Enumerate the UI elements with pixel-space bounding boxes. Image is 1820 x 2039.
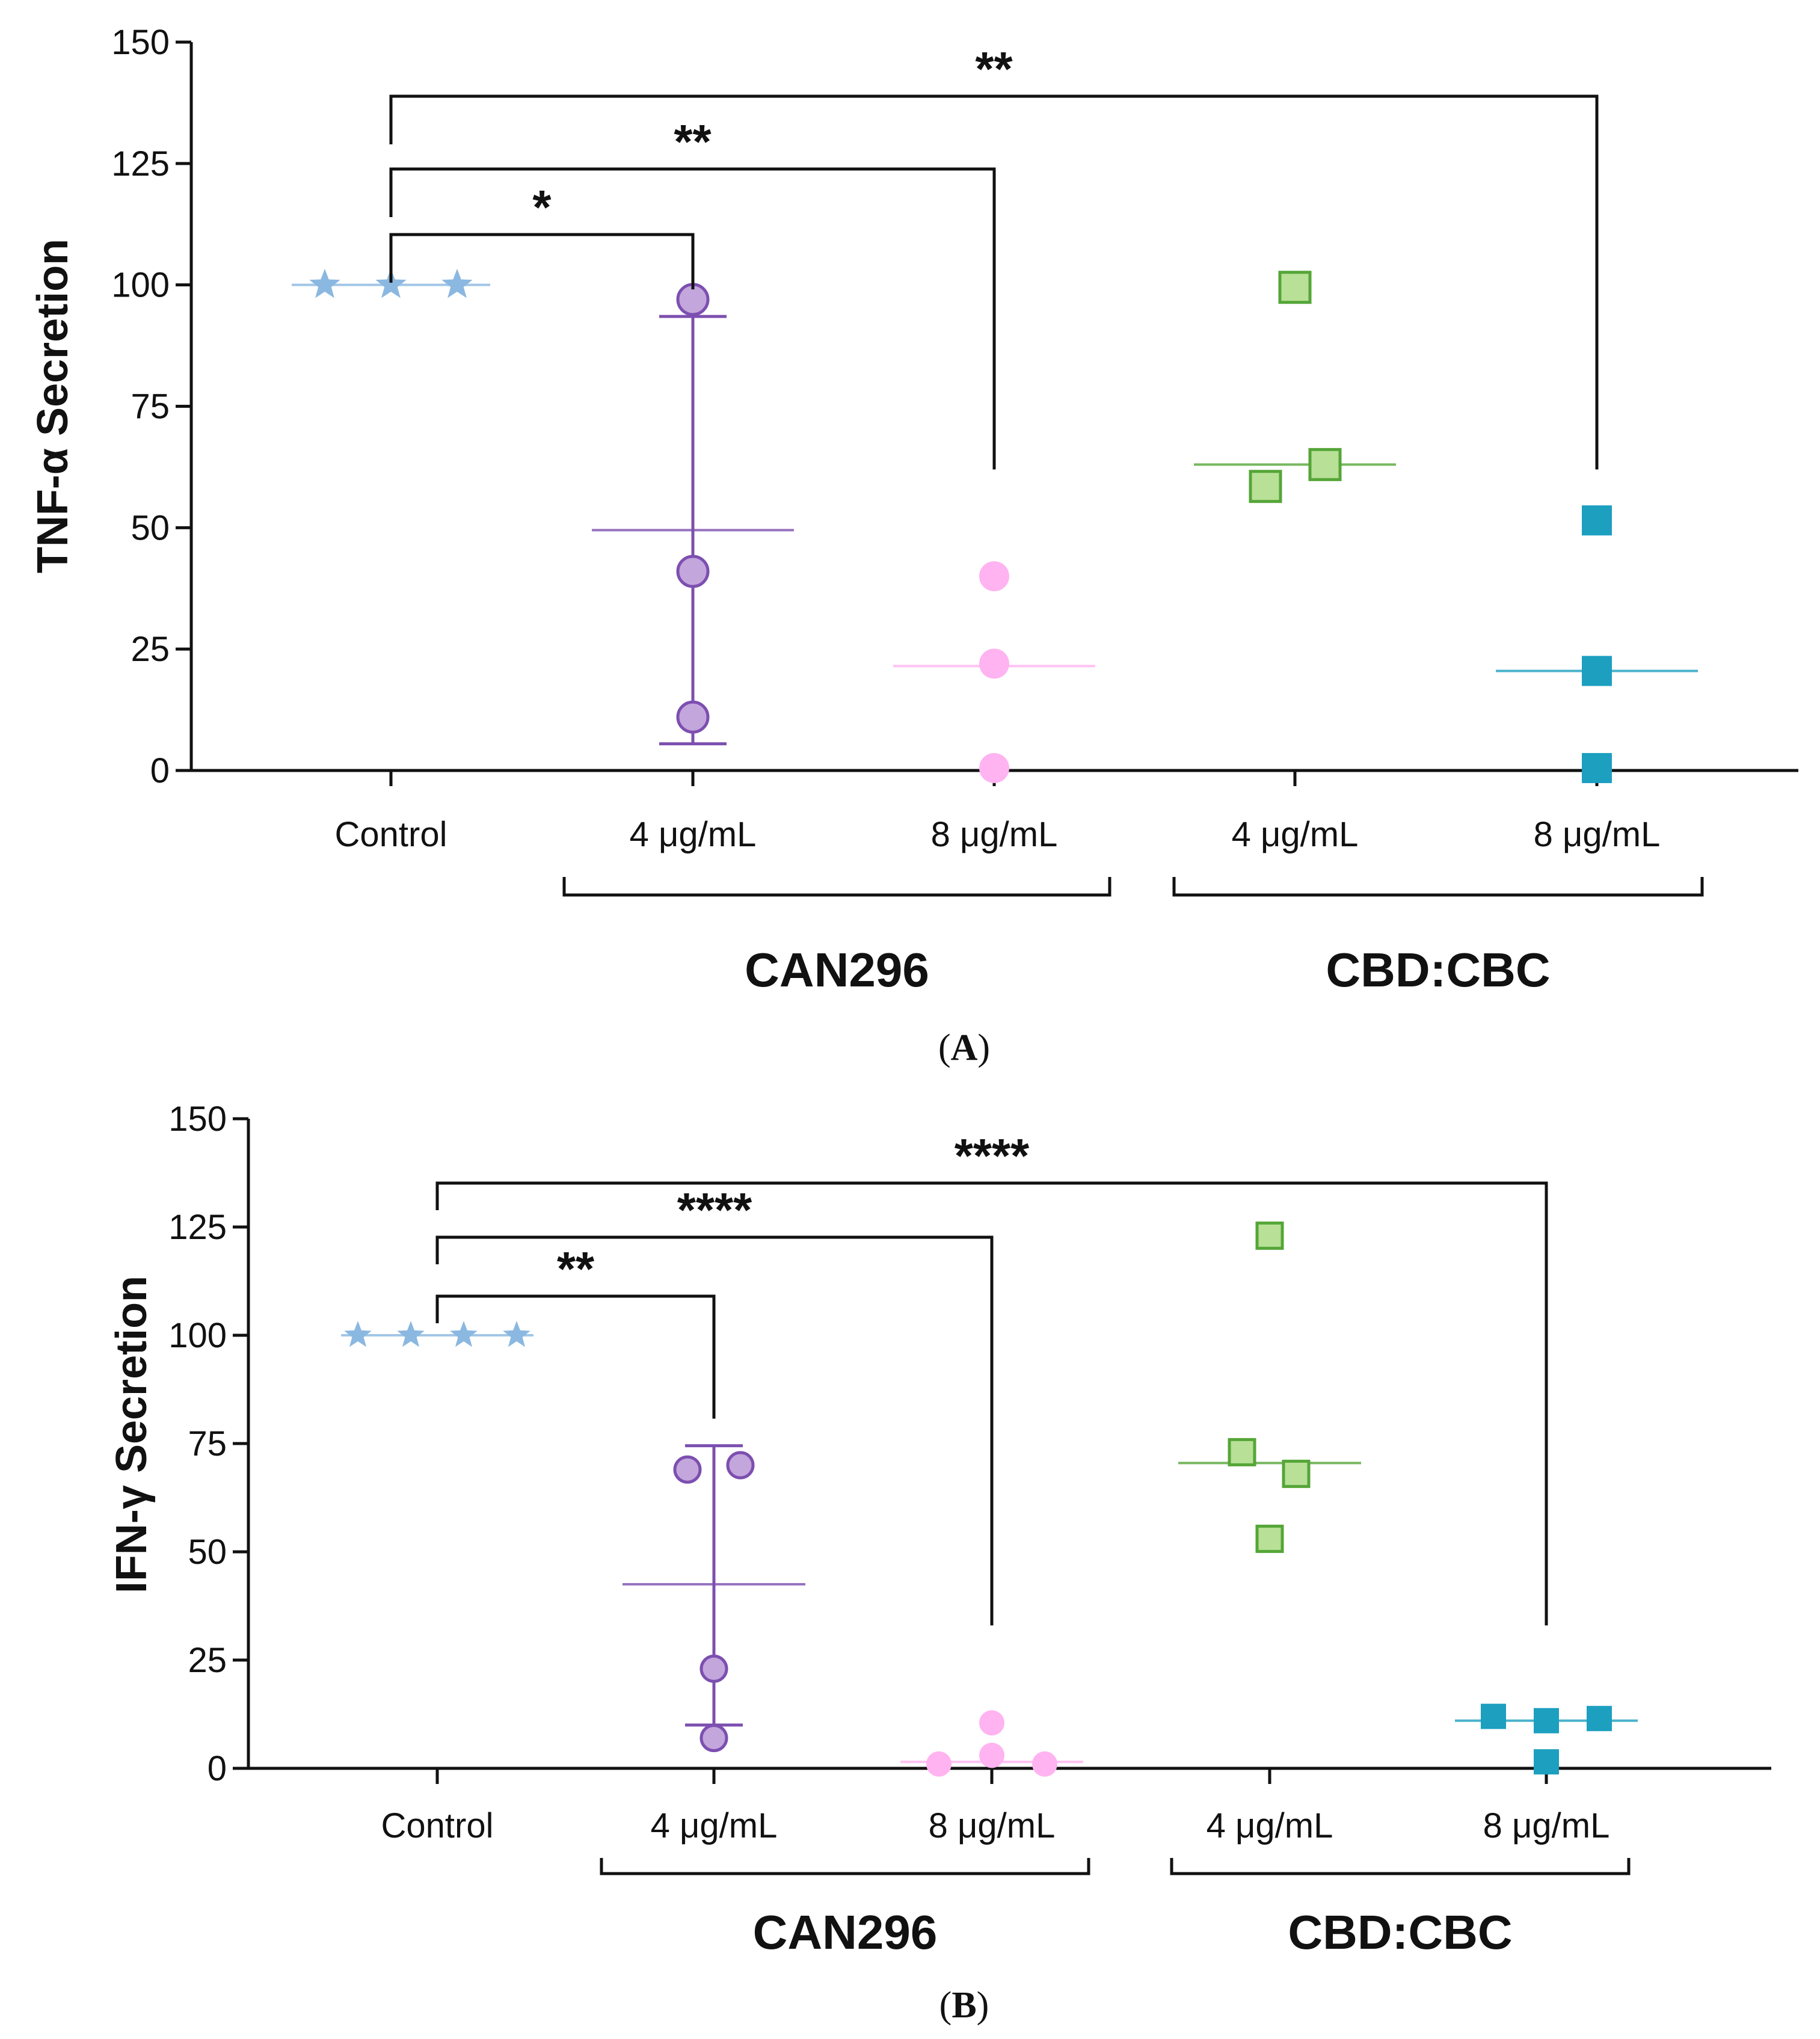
- panel-b-significance-brackets: **********: [435, 1129, 1548, 1626]
- panel-b-point-circle: [699, 1654, 728, 1683]
- panel-a-point-square: [1582, 656, 1612, 686]
- panel-b-point-circle: [979, 1710, 1004, 1736]
- panel-a-point-square: [1582, 752, 1612, 783]
- panel-a-x-tick-label: 4 μg/mL: [1232, 815, 1359, 854]
- panel-a-point-square: [1308, 447, 1342, 481]
- panel-b-y-tick-label: 100: [168, 1316, 227, 1355]
- panel-b-point-star: [344, 1321, 372, 1347]
- panel-b-x-ticks: Control 4 μg/mL 8 μg/mL 4 μg/mL 8 μg/mL: [381, 1768, 1610, 1845]
- panel-a-point-square: [1249, 470, 1282, 503]
- panel-b-significance-bracket: [435, 1181, 1548, 1626]
- panel-b-significance-label: ****: [677, 1183, 752, 1237]
- panel-b-letter: B: [952, 1985, 976, 2026]
- panel-b-point-square: [1587, 1706, 1612, 1732]
- panel-a-point-square: [1278, 271, 1312, 304]
- panel-b-significance-bracket: [435, 1294, 716, 1419]
- panel-a-y-tick-label: 25: [131, 630, 170, 669]
- panel-a-error-bars: [659, 315, 727, 746]
- panel-b-x-tick-label: 4 μg/mL: [651, 1806, 778, 1845]
- panel-a-x-tick-label: 8 μg/mL: [1534, 815, 1661, 854]
- panel-a-data-points: [309, 268, 1612, 783]
- panel-a-y-tick-label: 75: [131, 387, 170, 426]
- panel-b-point-square: [1282, 1459, 1311, 1488]
- panel-a-y-axis-label: TNF-α Secretion: [29, 239, 77, 573]
- panel-b-group-label: CBD:CBC: [1288, 1905, 1512, 1959]
- panel-b-point-square: [1534, 1749, 1559, 1775]
- panel-b-y-tick-label: 150: [168, 1099, 227, 1139]
- panel-b-point-square: [1255, 1524, 1284, 1553]
- panel-a-significance-bracket: [389, 233, 695, 290]
- panel-a-group-brackets: CAN296 CBD:CBC: [562, 877, 1704, 997]
- panel-a-significance-label: **: [975, 42, 1013, 96]
- panel-b-x-tick-label: 4 μg/mL: [1207, 1806, 1333, 1845]
- panel-b-point-star: [503, 1321, 530, 1347]
- panel-b-point-square: [1481, 1703, 1506, 1729]
- panel-a-group-bracket: [1172, 877, 1704, 897]
- panel-b-point-circle: [726, 1451, 755, 1480]
- panel-b-caption: (B): [939, 1985, 989, 2026]
- panel-b-group-brackets: CAN296 CBD:CBC: [600, 1858, 1631, 1959]
- panel-a-point-star: [375, 268, 407, 298]
- panel-a-significance-label: *: [532, 180, 552, 234]
- panel-b-group-bracket: [600, 1858, 1090, 1875]
- panel-a-significance-bracket: [389, 167, 996, 470]
- panel-a-point-square: [1582, 505, 1612, 536]
- panel-a-significance-brackets: *****: [389, 42, 1599, 470]
- panel-a-x-tick-label: 4 μg/mL: [630, 815, 757, 854]
- panel-a-letter: A: [951, 1027, 978, 1068]
- panel-b-x-tick-label: 8 μg/mL: [1483, 1806, 1610, 1845]
- panel-a-point-star: [441, 268, 473, 298]
- panel-b-point-circle: [673, 1455, 702, 1484]
- panel-b-y-axis-label: IFN-γ Secretion: [108, 1276, 156, 1593]
- panel-a-chart: 0 25 50 75 100 125 150 TNF-α Secretion Control…: [29, 23, 1798, 1068]
- panel-a-point-circle: [676, 555, 710, 588]
- panel-b-y-tick-label: 75: [188, 1424, 227, 1463]
- panel-b-chart: 0 25 50 75 100 125 150 IFN-γ Secretion Control…: [108, 1099, 1771, 2026]
- panel-b-x-tick-label: 8 μg/mL: [929, 1806, 1056, 1845]
- panel-b-point-star: [397, 1321, 425, 1347]
- panel-b-group-bracket: [1170, 1858, 1631, 1875]
- panel-a-point-circle: [979, 648, 1009, 679]
- panel-a-point-star: [309, 268, 340, 298]
- panel-a-x-tick-label: 8 μg/mL: [931, 815, 1058, 854]
- panel-b-y-tick-label: 25: [188, 1641, 227, 1680]
- panel-b-data-points: [344, 1221, 1612, 1777]
- panel-a-y-tick-label: 125: [111, 144, 170, 183]
- panel-b-point-square: [1534, 1708, 1559, 1733]
- panel-a-group-label: CAN296: [745, 943, 929, 997]
- panel-a-point-circle: [676, 700, 710, 734]
- panel-a-y-ticks: 0 25 50 75 100 125 150: [111, 23, 191, 790]
- panel-a-y-tick-label: 0: [150, 751, 170, 790]
- panel-a-significance-bracket: [389, 94, 1599, 470]
- panel-a-x-tick-label: Control: [335, 815, 447, 854]
- panel-b-point-circle: [1032, 1751, 1057, 1777]
- panel-a-x-ticks: Control 4 μg/mL 8 μg/mL 4 μg/mL 8 μg/mL: [335, 770, 1661, 854]
- panel-b-point-circle: [699, 1724, 728, 1753]
- panel-a-y-tick-label: 50: [131, 508, 170, 547]
- panel-b-y-tick-label: 125: [168, 1208, 227, 1247]
- panel-b-point-circle: [979, 1742, 1004, 1768]
- panel-b-point-square: [1228, 1438, 1256, 1466]
- panel-a-point-circle: [979, 752, 1009, 783]
- panel-b-point-star: [450, 1321, 478, 1347]
- panel-b-y-ticks: 0 25 50 75 100 125 150: [168, 1099, 248, 1788]
- panel-b-point-square: [1255, 1221, 1284, 1250]
- panel-b-y-tick-label: 0: [208, 1749, 227, 1788]
- panel-b-group-label: CAN296: [753, 1905, 938, 1959]
- panel-b-point-circle: [926, 1751, 952, 1777]
- panel-a-group-bracket: [562, 877, 1111, 897]
- panel-a-point-circle: [979, 561, 1009, 592]
- panel-a-y-tick-label: 100: [111, 266, 170, 305]
- panel-b-significance-label: **: [557, 1242, 595, 1296]
- panel-b-significance-label: ****: [955, 1129, 1030, 1182]
- panel-b-significance-bracket: [435, 1235, 994, 1626]
- panel-b-y-tick-label: 50: [188, 1533, 227, 1572]
- panel-a-group-label: CBD:CBC: [1326, 943, 1550, 997]
- panel-a-significance-label: **: [674, 115, 712, 168]
- panel-b-x-tick-label: Control: [381, 1806, 494, 1845]
- panel-a-y-tick-label: 150: [111, 23, 170, 62]
- panel-a-caption: (A): [938, 1027, 990, 1068]
